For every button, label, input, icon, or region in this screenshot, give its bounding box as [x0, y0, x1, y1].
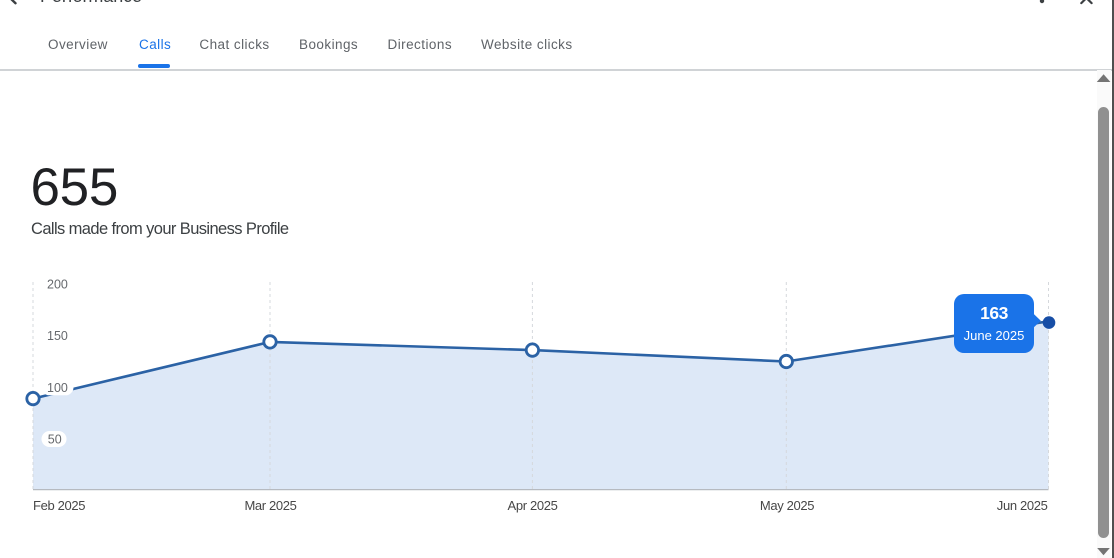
svg-text:Jun 2025: Jun 2025 — [997, 498, 1048, 513]
svg-text:Mar 2025: Mar 2025 — [244, 498, 296, 513]
svg-text:163: 163 — [980, 303, 1008, 323]
svg-text:150: 150 — [47, 329, 68, 343]
svg-text:Feb 2025: Feb 2025 — [33, 498, 85, 513]
svg-text:May 2025: May 2025 — [760, 498, 814, 513]
svg-text:Apr 2025: Apr 2025 — [508, 498, 558, 513]
svg-text:100: 100 — [47, 381, 68, 395]
svg-text:200: 200 — [47, 277, 68, 291]
svg-text:50: 50 — [48, 433, 62, 447]
svg-text:June 2025: June 2025 — [964, 328, 1025, 343]
